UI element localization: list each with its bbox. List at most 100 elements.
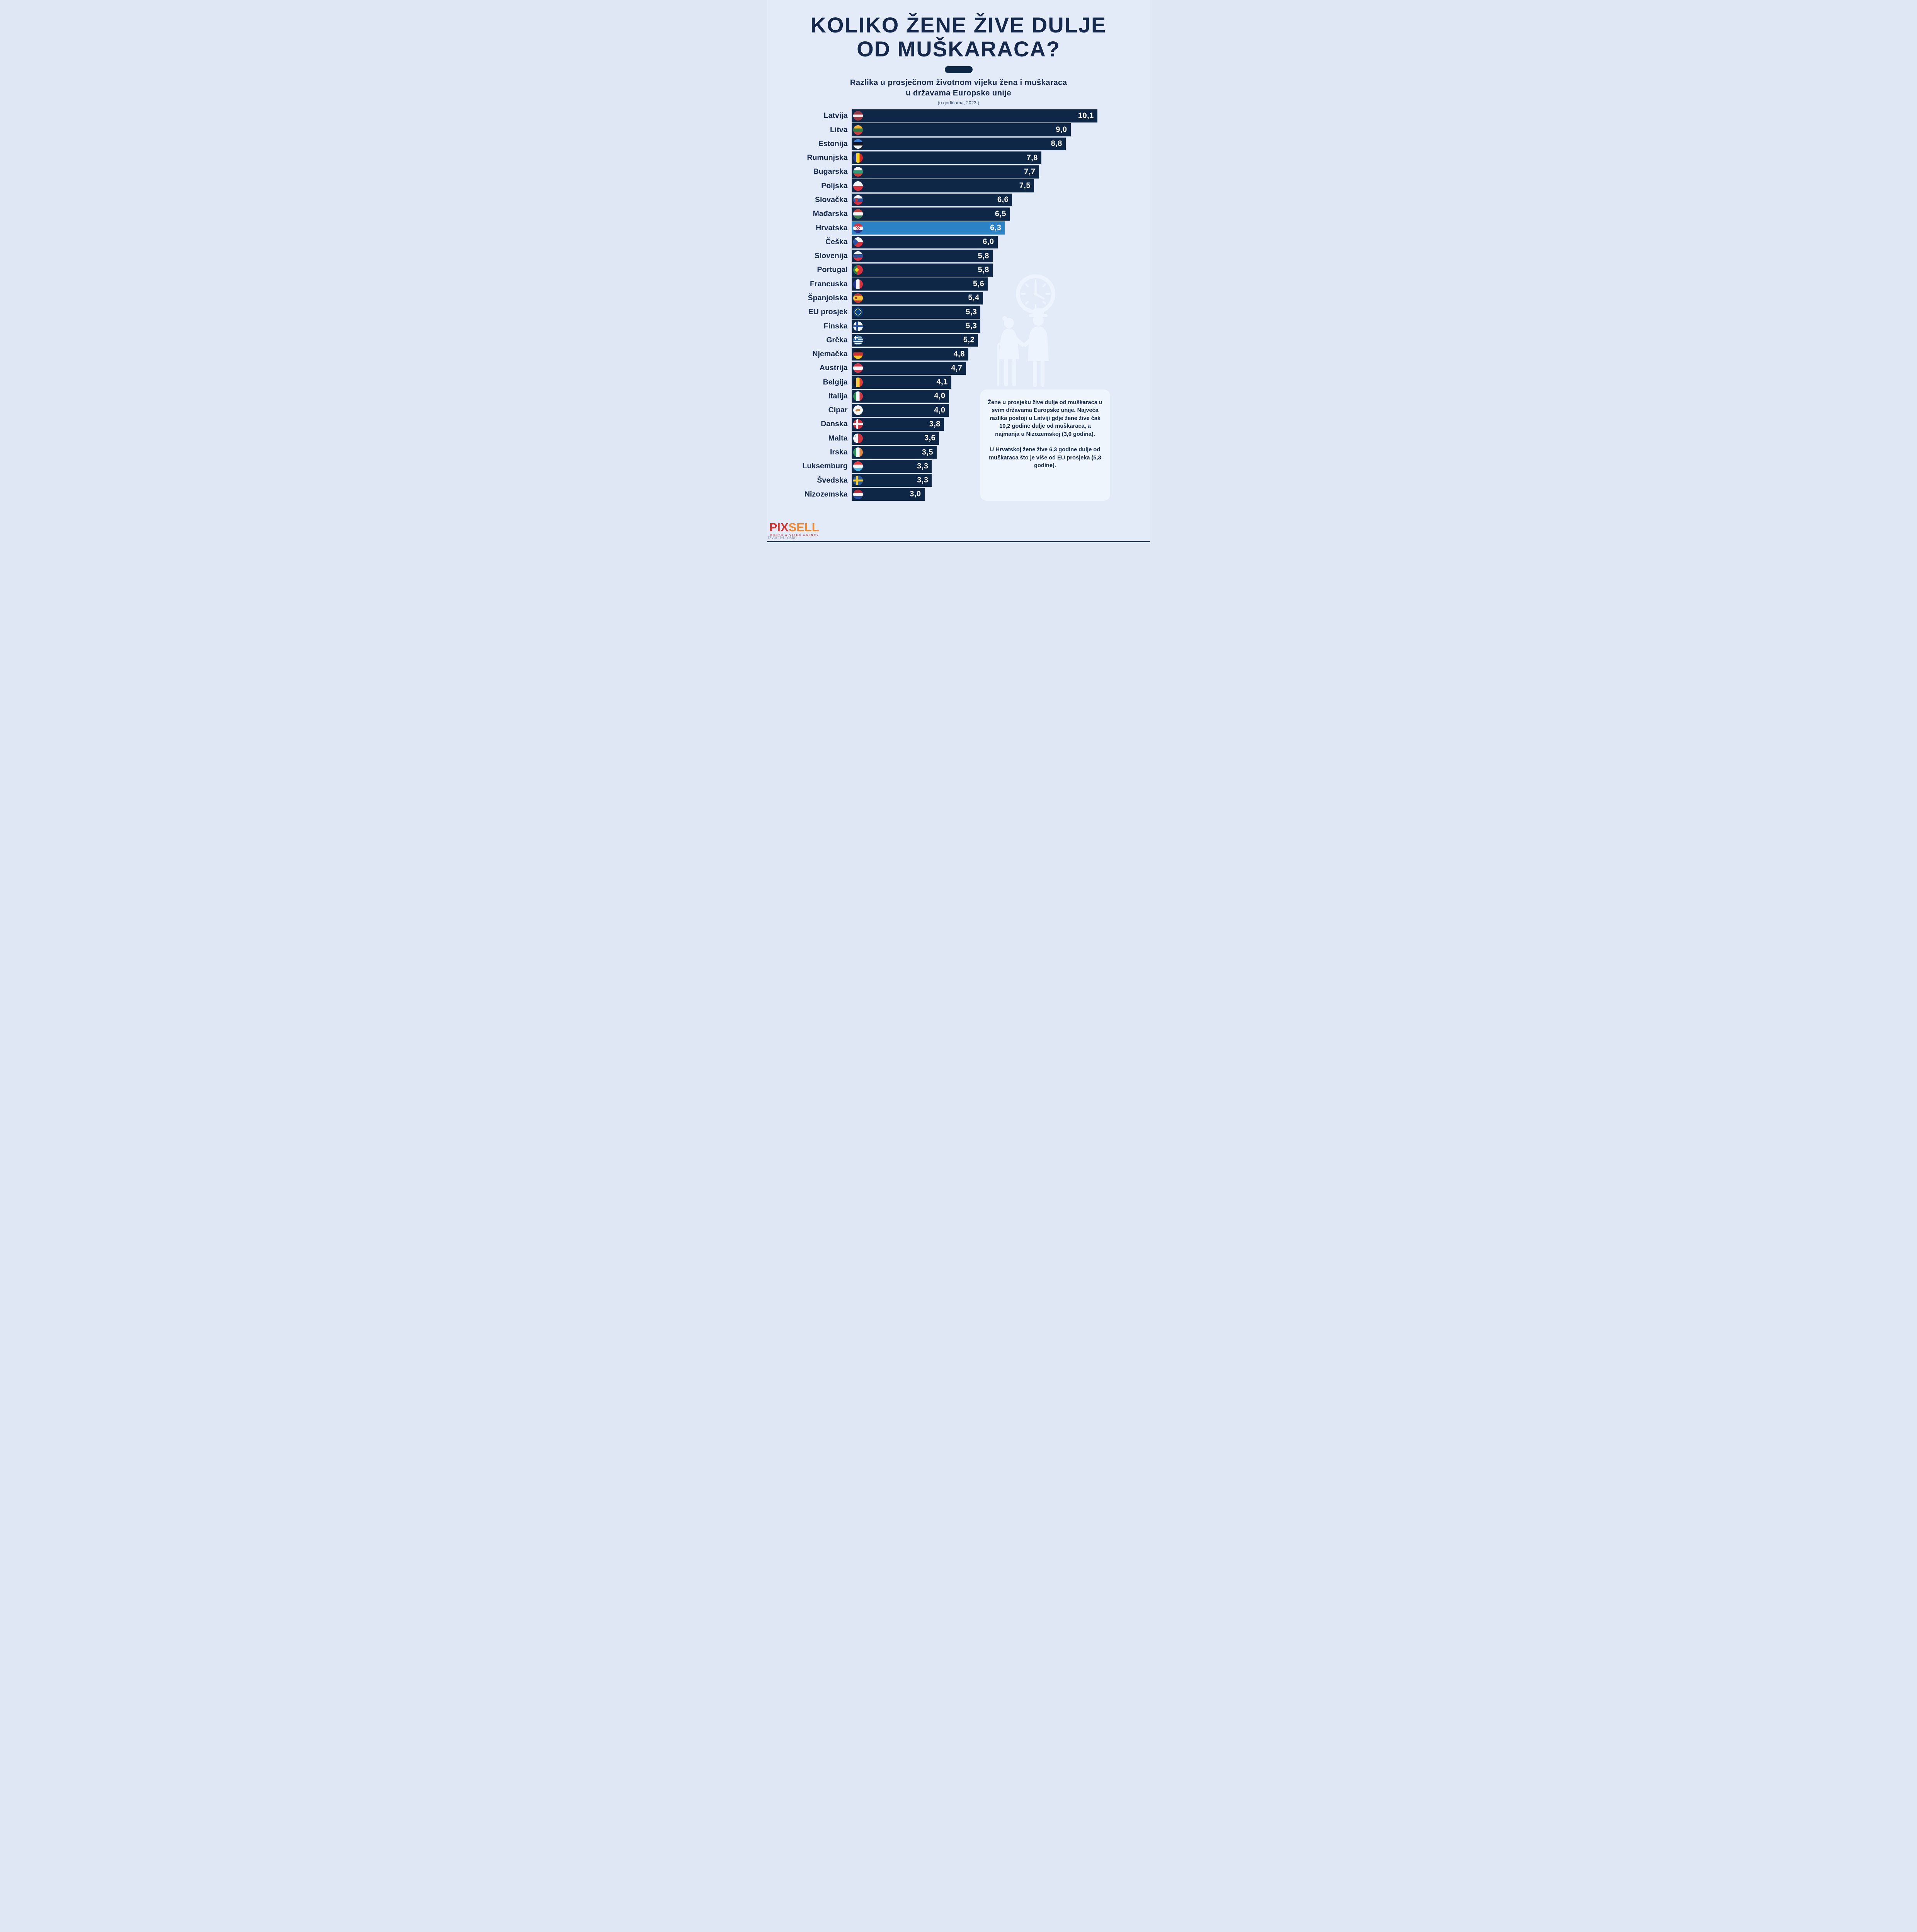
- slovenia-flag-icon: [853, 251, 863, 261]
- country-label: Slovenija: [814, 252, 848, 260]
- country-label: Švedska: [817, 476, 848, 485]
- bar-latvija: 10,1: [851, 109, 1097, 122]
- lithuania-flag-icon: [853, 125, 863, 135]
- country-label: Bugarska: [813, 167, 848, 176]
- pixsell-logo: PIXSELL PHOTO & VIDEO AGENCY: [769, 521, 819, 537]
- country-label: EU prosjek: [808, 308, 848, 316]
- bar-slovenija: 5,8: [851, 249, 993, 263]
- chart-row-njema-ka: Njemačka 4,8: [767, 347, 1150, 361]
- value-label: 4,7: [951, 364, 963, 372]
- eu-flag-icon: [853, 307, 863, 317]
- bar-eu-prosjek: 5,3: [851, 305, 981, 319]
- country-label: Malta: [828, 434, 848, 442]
- value-label: 3,3: [917, 476, 929, 485]
- chart-subtitle-line1: Razlika u prosječnom životnom vijeku žen…: [850, 78, 1067, 87]
- bar-italija: 4,0: [851, 389, 949, 403]
- country-label: Poljska: [821, 181, 848, 190]
- watermark-illustration: [997, 274, 1055, 387]
- latvia-flag-icon: [853, 111, 863, 121]
- bar-poljska: 7,5: [851, 179, 1034, 192]
- portugal-flag-icon: [853, 265, 863, 275]
- malta-flag-icon: [853, 433, 863, 443]
- chart-row-austrija: Austrija 4,7: [767, 362, 1150, 375]
- value-label: 7,5: [1019, 181, 1031, 190]
- chart-row-latvija: Latvija 10,1: [767, 109, 1150, 122]
- title-divider: [944, 66, 973, 73]
- country-label: Grčka: [826, 335, 848, 344]
- eu-flag-icon-stars: [854, 308, 862, 316]
- bar-ma-arska: 6,5: [851, 207, 1010, 221]
- cyprus-flag-icon: [853, 405, 863, 415]
- chart-unit-note: (u godinama, 2023.): [937, 100, 980, 106]
- country-label: Austrija: [819, 364, 848, 372]
- value-label: 3,0: [910, 490, 921, 498]
- country-label: Cipar: [828, 406, 848, 415]
- country-label: Latvija: [823, 111, 848, 120]
- value-label: 4,1: [936, 378, 948, 386]
- value-label: 7,7: [1024, 167, 1036, 176]
- value-label: 6,3: [990, 223, 1002, 232]
- bar-portugal: 5,8: [851, 264, 993, 277]
- sweden-flag-icon: [853, 475, 863, 485]
- bar-irska: 3,5: [851, 446, 937, 459]
- bar-estonija: 8,8: [851, 137, 1066, 151]
- value-label: 3,6: [924, 434, 936, 442]
- country-label: Hrvatska: [816, 223, 848, 232]
- header: KOLIKO ŽENE ŽIVE DULJE OD MUŠKARACA? Raz…: [767, 0, 1150, 106]
- chart-row-finska: Finska 5,3: [767, 320, 1150, 333]
- elderly-couple-icon: [997, 308, 1049, 387]
- value-label: 8,8: [1051, 139, 1062, 148]
- czechia-flag-icon: [853, 237, 863, 247]
- bar-litva: 9,0: [851, 123, 1071, 136]
- country-label: Litva: [830, 125, 848, 134]
- slovakia-flag-icon: [853, 195, 863, 205]
- bar-cipar: 4,0: [851, 403, 949, 417]
- bar-francuska: 5,6: [851, 277, 988, 291]
- bar-slova-ka: 6,6: [851, 193, 1012, 207]
- ireland-flag-icon: [853, 447, 863, 457]
- bar-chart: Latvija 10,1 Litva 9,0 Estonija 8,8 Rumunjska 7…: [767, 109, 1150, 502]
- cyprus-flag-icon-emblem: [855, 408, 861, 412]
- chart-row--panjolska: Španjolska 5,4: [767, 291, 1150, 305]
- footer-bar: [767, 541, 1150, 542]
- belgium-flag-icon: [853, 377, 863, 387]
- netherlands-flag-icon: [853, 489, 863, 499]
- country-label: Češka: [825, 237, 848, 246]
- romania-flag-icon: [853, 153, 863, 163]
- country-label: Mađarska: [813, 209, 848, 218]
- chart-row-hrvatska: Hrvatska 6,3: [767, 221, 1150, 235]
- logo-tagline: PHOTO & VIDEO AGENCY: [770, 534, 819, 537]
- chart-row-belgija: Belgija 4,1: [767, 376, 1150, 389]
- value-label: 6,5: [995, 209, 1006, 218]
- croatia-flag-icon: [853, 223, 863, 233]
- value-label: 7,8: [1026, 153, 1038, 162]
- greece-flag-icon-canton: [853, 335, 858, 340]
- value-label: 5,4: [968, 293, 980, 302]
- bar-austrija: 4,7: [851, 362, 966, 375]
- portugal-flag-icon-emblem: [855, 268, 859, 272]
- value-label: 5,8: [978, 265, 989, 274]
- value-label: 5,3: [966, 308, 977, 316]
- bar--e-ka: 6,0: [851, 235, 998, 249]
- chart-row-cipar: Cipar 4,0: [767, 403, 1150, 417]
- infographic-page: KOLIKO ŽENE ŽIVE DULJE OD MUŠKARACA? Raz…: [767, 0, 1150, 542]
- bar--vedska: 3,3: [851, 474, 932, 487]
- value-label: 4,0: [934, 391, 946, 400]
- chart-row-bugarska: Bugarska 7,7: [767, 165, 1150, 179]
- bar-hrvatska: 6,3: [851, 221, 1005, 235]
- germany-flag-icon: [853, 349, 863, 359]
- spain-flag-icon: [853, 293, 863, 303]
- country-label: Rumunjska: [807, 153, 848, 162]
- chart-row-malta: Malta 3,6: [767, 432, 1150, 445]
- chart-row-slova-ka: Slovačka 6,6: [767, 193, 1150, 207]
- chart-row--e-ka: Češka 6,0: [767, 235, 1150, 249]
- chart-row-irska: Irska 3,5: [767, 446, 1150, 459]
- croatia-flag-icon-emblem: [856, 226, 860, 230]
- bar-rumunjska: 7,8: [851, 151, 1041, 165]
- chart-row-slovenija: Slovenija 5,8: [767, 249, 1150, 263]
- value-label: 6,6: [997, 195, 1009, 204]
- page-title-line2: OD MUŠKARACA?: [857, 36, 1060, 61]
- country-label: Belgija: [823, 378, 848, 386]
- note-paragraph-2: U Hrvatskoj žene žive 6,3 godine dulje o…: [989, 447, 1101, 469]
- czechia-flag-icon-triangle: [853, 237, 859, 247]
